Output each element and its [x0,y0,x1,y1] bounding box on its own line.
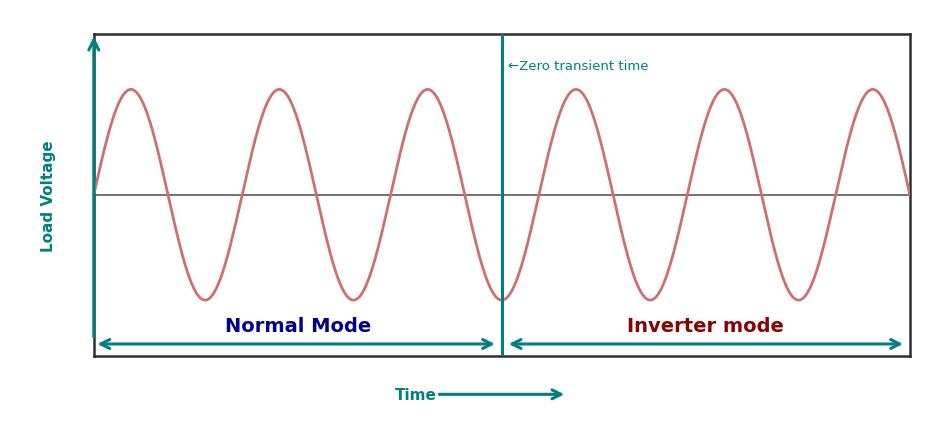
Text: Load Voltage: Load Voltage [41,140,56,251]
Text: Normal Mode: Normal Mode [225,316,371,335]
Text: Inverter mode: Inverter mode [628,316,784,335]
Text: ←Zero transient time: ←Zero transient time [508,60,649,73]
Text: Time: Time [395,387,436,402]
